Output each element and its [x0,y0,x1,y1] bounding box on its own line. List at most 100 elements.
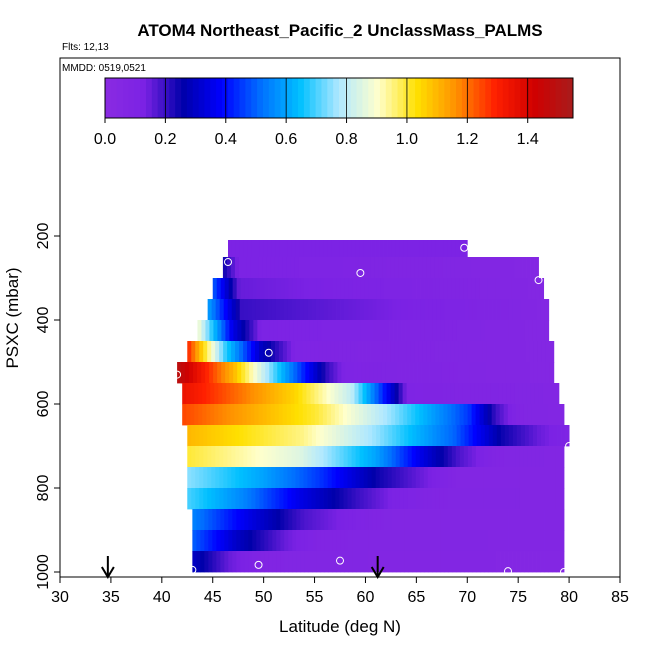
heatmap-cell [547,467,553,489]
heatmap-cell [253,362,258,384]
heatmap-cell [389,320,394,342]
heatmap-cell [272,509,277,531]
heatmap-cell [217,362,222,384]
heatmap-cell [375,467,381,489]
heatmap-cell [343,467,348,489]
heatmap-cell [458,341,463,363]
heatmap-cell [304,530,309,552]
heatmap-cell [476,551,481,573]
heatmap-cell [295,299,301,321]
heatmap-cell [311,240,317,258]
heatmap-cell [456,530,461,552]
heatmap-cell [387,488,393,510]
colorbar-segment [438,78,445,118]
heatmap-cell [519,467,525,489]
heatmap-cell [535,467,541,489]
heatmap-cell [495,404,501,426]
heatmap-cell [328,530,333,552]
heatmap-cell [505,362,511,384]
heatmap-cell [226,404,231,426]
heatmap-cell [404,509,409,531]
heatmap-cell [478,257,484,279]
heatmap-cell [339,467,344,489]
colorbar-tick-label: 0.0 [94,131,116,148]
heatmap-cell [255,467,260,489]
heatmap-cell [228,278,234,300]
heatmap-cell [379,446,385,468]
heatmap-cell [351,467,356,489]
heatmap-cell [457,362,463,384]
heatmap-cell [286,383,291,405]
heatmap-cell [307,488,312,510]
heatmap-cell [259,467,264,489]
heatmap-cell [264,530,269,552]
heatmap-cell [262,383,267,405]
heatmap-cell [513,341,519,363]
colorbar-segment [315,78,322,118]
heatmap-cell [196,530,201,552]
heatmap-cell [549,341,555,363]
colorbar-segment [122,78,129,118]
heatmap-cell [216,509,221,531]
heatmap-cell [362,383,367,405]
heatmap-cell [279,240,285,258]
heatmap-cell [499,446,505,468]
heatmap-cell [432,278,437,300]
heatmap-cell [528,551,533,573]
heatmap-cell [196,509,201,531]
heatmap-cell [508,425,514,447]
heatmap-cell [272,551,277,573]
heatmap-cell [372,299,377,321]
heatmap-cell [195,467,200,489]
heatmap-cell [499,404,505,426]
heatmap-cell [447,278,453,300]
sample-marker [560,568,568,576]
heatmap-cell [520,509,525,531]
heatmap-cell [365,320,370,342]
heatmap-cell [212,278,218,300]
heatmap-cell [354,341,359,363]
heatmap-cell [306,383,311,405]
chart-title: ATOM4 Northeast_Pacific_2 UnclassMass_PA… [137,21,542,40]
colorbar-segment [461,78,469,118]
heatmap-cell [517,362,523,384]
colorbar-segment [134,78,141,118]
heatmap-cell [523,446,529,468]
heatmap-cell [207,446,212,468]
heatmap-cell [428,551,433,573]
heatmap-cell [325,320,330,342]
heatmap-cell [540,509,545,531]
colorbar-segment [157,78,164,118]
heatmap-cell [471,404,476,426]
heatmap-cell [412,551,417,573]
heatmap-cell [447,404,452,426]
heatmap-cell [364,509,369,531]
heatmap-cell [267,425,273,447]
heatmap-cell [487,404,493,426]
heatmap-cell [400,278,405,300]
colorbar-tick-label: 0.2 [154,131,176,148]
heatmap-cell [539,446,545,468]
heatmap-cell [534,383,540,405]
heatmap-cell [551,404,557,426]
heatmap-cell [432,509,437,531]
heatmap-cell [459,467,465,489]
heatmap-cell [280,530,285,552]
heatmap-cell [435,488,441,510]
colorbar-segment [274,78,281,118]
heatmap-cell [434,341,439,363]
heatmap-cell [502,257,507,279]
heatmap-cell [235,467,240,489]
x-tick-label: 45 [204,589,222,606]
heatmap-cell [317,362,322,384]
heatmap-cell [504,299,509,321]
heatmap-cell [497,362,503,384]
heatmap-cell [421,362,426,384]
heatmap-cell [212,530,217,552]
heatmap-cell [398,257,404,279]
y-tick-label: 1000 [35,554,52,590]
heatmap-cell [512,530,517,552]
heatmap-cell [464,530,469,552]
heatmap-cell [288,530,293,552]
heatmap-cell [281,362,286,384]
